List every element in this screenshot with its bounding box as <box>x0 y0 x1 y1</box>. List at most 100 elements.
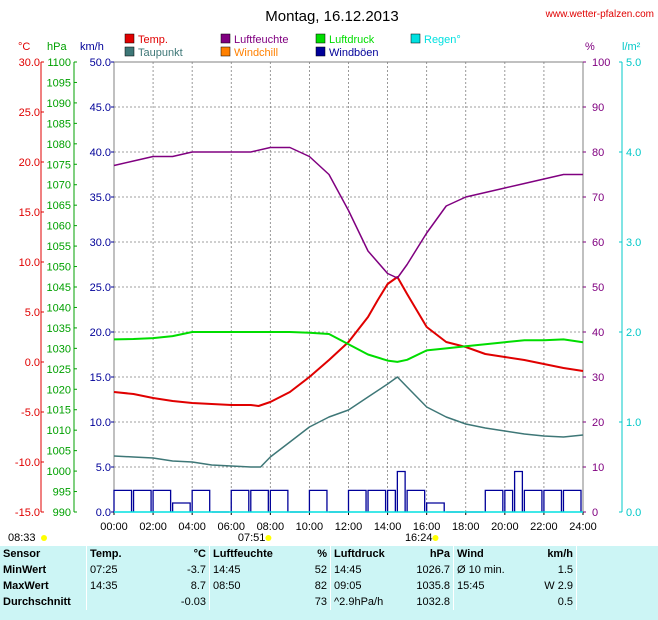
wind-gust-segment <box>523 489 543 512</box>
wind-gust-segment <box>406 489 426 512</box>
temp-axis-tick-label: 30.0 <box>19 57 40 69</box>
pressure-axis-tick-label: 1015 <box>47 405 71 417</box>
wind-gust-segment <box>152 489 172 512</box>
unit-rain: l/m² <box>622 41 641 53</box>
humidity-axis-tick-label: 60 <box>592 237 604 249</box>
weather-chart: www.wetter-pfalzen.com Montag, 16.12.201… <box>8 8 654 544</box>
pressure-axis-tick-label: 1065 <box>47 200 71 212</box>
wind-gust-segment <box>504 489 514 512</box>
stats-header-row: Sensor Temp. °C Luftfeuchte % Luftdruck … <box>0 546 658 562</box>
humidity-time: 08:50 <box>209 578 286 594</box>
hdr-pressure: Luftdruck <box>330 546 402 562</box>
pressure-axis-tick-label: 1035 <box>47 323 71 335</box>
pressure-axis-tick-label: 1070 <box>47 180 71 192</box>
temp-axis-tick-label: 25.0 <box>19 107 40 119</box>
pressure-time: 09:05 <box>330 578 402 594</box>
pressure-axis-tick-label: 995 <box>53 487 71 499</box>
humidity-axis-tick-label: 30 <box>592 372 604 384</box>
legend-label-regen: Regen° <box>424 34 461 46</box>
series-luftfeuchte <box>113 146 583 279</box>
legend-label-windchill: Windchill <box>234 47 278 59</box>
temp-axis-tick-label: 10.0 <box>19 257 40 269</box>
wind-axis-tick-label: 15.0 <box>90 372 111 384</box>
hdr-pressure-unit: hPa <box>429 548 450 560</box>
humidity-value: 52 <box>314 564 327 576</box>
temp-time: 07:25 <box>86 562 153 578</box>
sunshine-sun-icon <box>41 535 47 541</box>
pressure-axis-tick-label: 1010 <box>47 425 71 437</box>
temp-axis-tick-label: 0.0 <box>25 357 40 369</box>
wind-axis-tick-label: 50.0 <box>90 57 111 69</box>
pressure-value: 1032.8 <box>416 596 450 608</box>
rain-axis-tick-label: 5.0 <box>626 57 641 69</box>
pressure-axis-tick-label: 1045 <box>47 282 71 294</box>
wind-time <box>453 594 520 610</box>
humidity-value: 73 <box>314 596 327 608</box>
wind-axis-tick-label: 5.0 <box>96 462 111 474</box>
wind-value: 0.5 <box>557 596 573 608</box>
wind-gust-segment <box>113 489 133 512</box>
temp-value: 8.7 <box>190 580 206 592</box>
wind-axis-tick-label: 0.0 <box>96 507 111 519</box>
humidity-time: 14:45 <box>209 562 286 578</box>
legend-label-luftfeuchte: Luftfeuchte <box>234 34 288 46</box>
pressure-axis-tick-label: 1000 <box>47 466 71 478</box>
pressure-axis-tick-label: 1085 <box>47 118 71 130</box>
sunset-sun-icon <box>432 535 439 541</box>
temp-axis-tick-label: -15.0 <box>15 507 40 519</box>
row-label: MaxWert <box>3 580 49 592</box>
series-windboeen <box>113 470 582 513</box>
humidity-axis-tick-label: 80 <box>592 147 604 159</box>
hdr-temp-unit: °C <box>193 548 206 560</box>
pressure-axis-tick-label: 1040 <box>47 302 71 314</box>
pressure-axis-tick-label: 1020 <box>47 384 71 396</box>
rain-axis-tick-label: 1.0 <box>626 417 641 429</box>
x-tick-label: 10:00 <box>296 521 324 533</box>
wind-gust-segment <box>347 489 367 512</box>
series-temp <box>113 276 584 407</box>
pressure-axis-tick-label: 1060 <box>47 221 71 233</box>
x-tick-label: 16:00 <box>413 521 441 533</box>
legend-swatch-windboeen <box>315 46 326 57</box>
temp-axis-tick-label: 15.0 <box>19 207 40 219</box>
site-link[interactable]: www.wetter-pfalzen.com <box>545 9 654 20</box>
axis-unit-labels: °C hPa km/h % l/m² <box>18 41 641 53</box>
hdr-spacer <box>576 546 658 562</box>
pressure-axis-tick-label: 1030 <box>47 343 71 355</box>
wind-axis-tick-label: 20.0 <box>90 327 111 339</box>
humidity-axis-tick-label: 0 <box>592 507 598 519</box>
pressure-axis-tick-label: 1075 <box>47 159 71 171</box>
x-tick-label: 02:00 <box>139 521 167 533</box>
wind-gust-segment <box>230 489 250 512</box>
wind-gust-segment <box>171 502 191 512</box>
x-tick-label: 24:00 <box>569 521 597 533</box>
unit-kmh: km/h <box>80 41 104 53</box>
legend-label-luftdruck: Luftdruck <box>329 34 375 46</box>
stats-panel: Sensor Temp. °C Luftfeuchte % Luftdruck … <box>0 546 658 620</box>
temp-axis-tick-label: 20.0 <box>19 157 40 169</box>
pressure-axis-tick-label: 1100 <box>47 57 71 69</box>
stats-row-min: MinWert 07:25 -3.7 14:45 52 14:45 1026.7… <box>0 562 658 578</box>
sunrise-time: 07:51 <box>238 532 266 544</box>
row-spacer <box>576 594 658 610</box>
humidity-axis-tick-label: 40 <box>592 327 604 339</box>
pressure-time: 14:45 <box>330 562 402 578</box>
wind-axis-tick-label: 45.0 <box>90 102 111 114</box>
sunset-time: 16:24 <box>405 532 433 544</box>
wind-gust-segment <box>367 489 387 512</box>
pressure-value: 1026.7 <box>416 564 450 576</box>
hdr-sensor: Sensor <box>3 548 41 560</box>
pressure-axis-tick-label: 1005 <box>47 446 71 458</box>
pressure-axis-tick-label: 1090 <box>47 98 71 110</box>
rain-axis-tick-label: 4.0 <box>626 147 641 159</box>
legend-swatch-luftdruck <box>315 33 326 44</box>
legend: Temp. Luftfeuchte Luftdruck Regen° Taupunkt W… <box>124 33 461 59</box>
pressure-time: ^2.9hPa/h <box>330 594 402 610</box>
pressure-axis-tick-label: 1050 <box>47 262 71 274</box>
row-spacer <box>576 578 658 594</box>
unit-percent: % <box>585 41 595 53</box>
humidity-axis-tick-label: 100 <box>592 57 610 69</box>
wind-gust-segment <box>250 489 269 512</box>
row-spacer <box>576 562 658 578</box>
legend-label-windboeen: Windböen <box>329 47 379 59</box>
